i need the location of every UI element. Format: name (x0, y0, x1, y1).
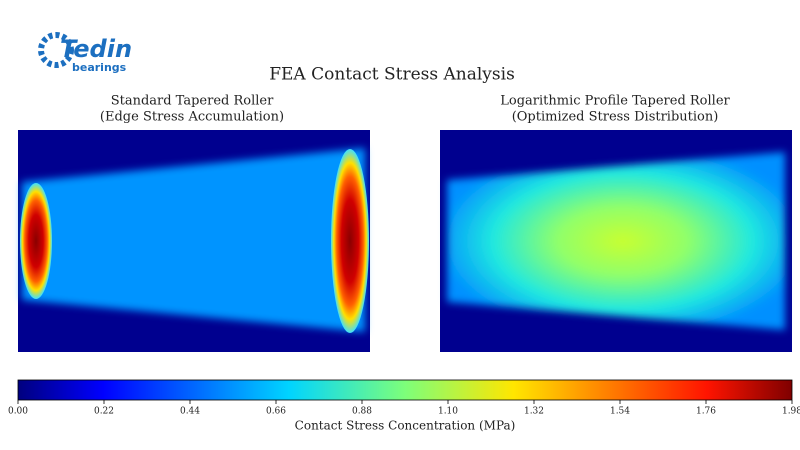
colorbar-label: Contact Stress Concentration (MPa) (295, 419, 516, 433)
logo-tagline: bearings (72, 61, 127, 74)
chart-title: FEA Contact Stress Analysis (269, 65, 515, 85)
colorbar-tick-label: 0.66 (266, 407, 286, 417)
panel-title: Standard Tapered Roller (111, 94, 274, 109)
colorbar (17, 379, 793, 401)
colorbar-tick-label: 1.32 (524, 407, 544, 417)
logo-gear (38, 32, 74, 68)
colorbar-tick-label: 0.44 (180, 407, 200, 417)
colorbar-tick-label: 1.76 (696, 407, 716, 417)
panel-subtitle: (Edge Stress Accumulation) (100, 110, 284, 125)
logo: Tedin bearings (38, 32, 132, 74)
heatmap-logarithmic (440, 130, 792, 352)
colorbar-tick-label: 0.00 (8, 407, 28, 417)
colorbar-tick-label: 1.10 (438, 407, 458, 417)
panel-title: Logarithmic Profile Tapered Roller (500, 94, 730, 109)
heatmap-standard (18, 130, 370, 352)
panel-subtitle: (Optimized Stress Distribution) (512, 110, 719, 125)
colorbar-tick-label: 0.88 (352, 407, 372, 417)
logo-name: Tedin (60, 35, 132, 63)
colorbar-tick-label: 1.98 (782, 407, 800, 417)
colorbar-tick-label: 0.22 (94, 407, 114, 417)
colorbar-tick-label: 1.54 (610, 407, 630, 417)
